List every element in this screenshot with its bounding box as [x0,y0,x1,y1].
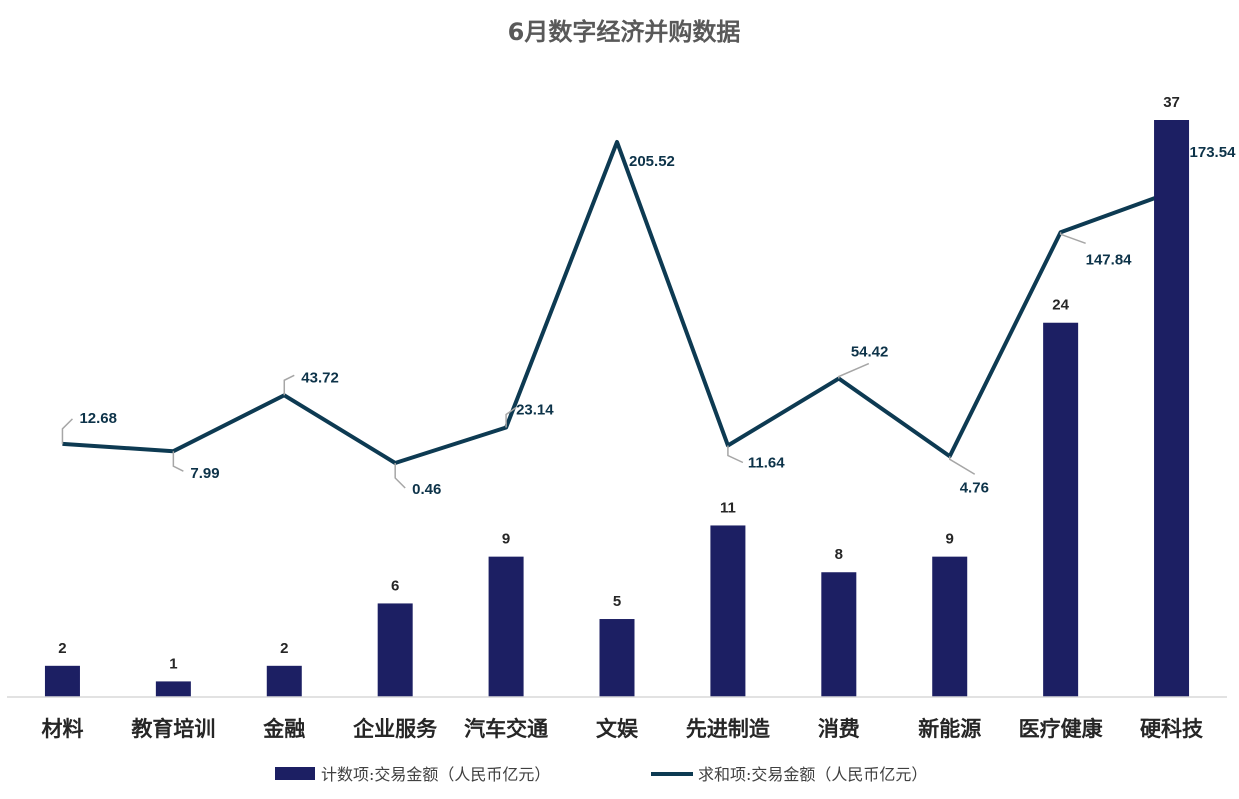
bar-data-label: 6 [391,577,399,594]
bar-data-label: 8 [835,546,843,563]
line-data-label: 7.99 [190,465,219,482]
line-data-label: 23.14 [516,401,554,418]
leader-line [283,374,295,396]
bar [932,556,968,697]
bar [599,619,635,697]
category-label: 先进制造 [686,716,771,741]
line-series-layer: 12.68 7.99 43.72 0.46 23.14 205.52 11.64 54.42 4… [61,139,1237,498]
bar-data-label: 24 [1052,297,1069,314]
category-label: 医疗健康 [1019,716,1104,741]
category-label: 消费 [818,716,860,741]
leader-line [838,362,870,379]
line-data-label: 11.64 [748,454,785,471]
leader-line [505,406,517,428]
bar-data-label: 37 [1163,94,1180,111]
leader-line [948,456,976,475]
bar-data-label: 5 [613,593,621,610]
bar-data-label: 2 [58,640,66,657]
bar [377,603,413,697]
bar-data-label: 2 [280,640,288,657]
line-data-label: 0.46 [412,481,441,498]
bar [1154,120,1190,697]
line-data-label: 43.72 [301,369,339,386]
legend-bar-label: 计数项:交易金额（人民币亿元） [321,765,550,784]
leader-line [61,418,73,444]
bar-data-label: 1 [169,655,177,672]
chart-title: 6月数字经济并购数据 [508,18,741,46]
category-label: 汽车交通 [464,716,548,741]
bar [710,525,746,697]
line-data-label: 147.84 [1086,251,1133,268]
bar-data-label: 9 [946,531,954,548]
bar [488,556,524,697]
category-label: 新能源 [918,716,981,741]
bar [266,665,302,697]
bar-series-layer: 2 1 2 6 9 5 11 8 9 24 37 [44,94,1190,697]
line-data-label: 12.68 [79,410,117,427]
bar [155,681,191,697]
line-data-label: 205.52 [629,153,675,170]
legend: 计数项:交易金额（人民币亿元） 求和项:交易金额（人民币亿元） [275,765,927,784]
line-data-label: 54.42 [851,344,889,361]
category-label: 文娱 [596,716,639,741]
bar [821,572,857,697]
category-label: 企业服务 [352,716,438,741]
bar [44,665,80,697]
leader-line [172,451,184,472]
category-label: 硬科技 [1140,716,1204,741]
bar-data-label: 11 [720,499,736,516]
leader-line [1059,232,1086,244]
category-label: 材料 [41,716,83,741]
line-data-label: 4.76 [960,479,989,496]
bar [1043,322,1079,697]
legend-line-label: 求和项:交易金额（人民币亿元） [698,765,927,784]
category-label: 教育培训 [131,716,215,741]
legend-bar-swatch [275,767,315,780]
category-label: 金融 [262,716,305,741]
bar-data-label: 9 [502,531,510,548]
line-data-label: 173.54 [1190,144,1237,161]
line-series-path [62,139,1173,465]
category-labels: 材料 教育培训 金融 企业服务 汽车交通 文娱 先进制造 消费 新能源 医疗健康 硬科技 [41,716,1204,741]
leader-line [394,463,406,489]
leader-line [727,445,744,464]
